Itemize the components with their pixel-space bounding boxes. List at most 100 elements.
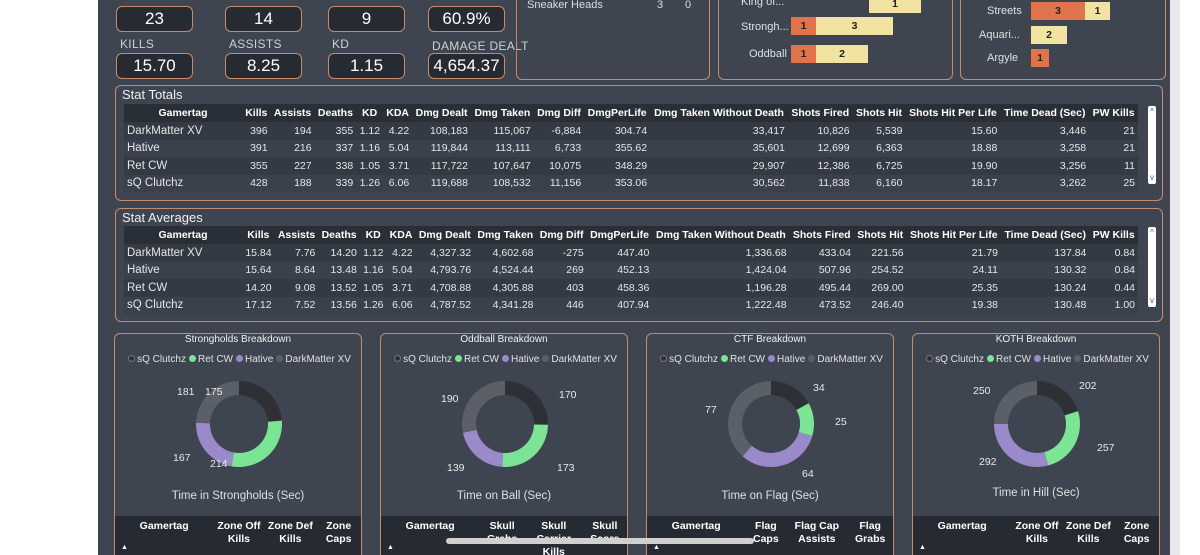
donut-legend: sQ Clutchz Ret CW Hative DarkMatter XV [381, 354, 627, 365]
sort-up-icon[interactable]: ▲ [919, 544, 926, 551]
table-row[interactable]: DarkMatter XV 396 194 355 1.12 4.22 108,183 115… [124, 122, 1138, 140]
donut-slice-ret-cw[interactable] [502, 424, 548, 467]
sort-up-icon[interactable]: ▲ [653, 544, 660, 551]
donut-slice-hative[interactable] [742, 432, 813, 467]
donut-value-label: 250 [973, 385, 991, 397]
column-header[interactable]: Assists [273, 107, 312, 119]
team-value-a: 3 [657, 0, 664, 11]
table-row[interactable]: Hative 391 216 337 1.16 5.04 119,844 113,111 6,7… [124, 139, 1138, 157]
stat-cell: 11,838 [818, 177, 850, 190]
table-row[interactable]: sQ Clutchz 428 188 339 1.26 6.06 119,688 108,53… [124, 174, 1138, 192]
donut-title: KOTH Breakdown [995, 334, 1077, 345]
column-header[interactable]: Shots Hit [857, 229, 904, 241]
column-header[interactable]: Zone Def Kills [267, 520, 313, 545]
column-header[interactable]: KDA [386, 107, 409, 119]
horizontal-scrollbar[interactable] [446, 538, 754, 544]
column-header[interactable]: Deaths [317, 107, 353, 119]
column-header[interactable]: Gamertag [139, 520, 189, 532]
column-header[interactable]: Time Dead (Sec) [1003, 107, 1086, 119]
column-header[interactable]: Zone Caps [1123, 520, 1150, 545]
column-header[interactable]: Zone Off Kills [217, 520, 261, 545]
column-header[interactable]: Shots Fired [791, 107, 850, 119]
column-header[interactable]: Dmg Dealt [418, 229, 471, 241]
donut-slice-sq-clutchz[interactable] [771, 381, 809, 411]
column-header[interactable]: KD [365, 229, 381, 241]
column-header[interactable]: Zone Def Kills [1065, 520, 1111, 545]
donut-slice-ret-cw[interactable] [231, 420, 282, 467]
legend-label: Hative [244, 354, 274, 365]
scroll-up-icon[interactable]: ^ [1150, 107, 1154, 116]
sort-up-icon[interactable]: ▲ [121, 544, 128, 551]
scroll-down-icon[interactable]: v [1150, 296, 1154, 305]
donut-slice-darkmatter-xv[interactable] [462, 381, 505, 433]
column-header[interactable]: Flag Caps [753, 520, 779, 545]
column-header[interactable]: Gamertag [158, 229, 208, 241]
donut-slice-sq-clutchz[interactable] [1037, 381, 1079, 416]
stat-cell: 4,524.44 [492, 264, 534, 277]
column-header[interactable]: Gamertag [671, 520, 721, 532]
column-header[interactable]: Zone Caps [325, 520, 352, 545]
column-header[interactable]: Skull Carrier Kills [537, 520, 571, 555]
column-header[interactable]: Zone Off Kills [1015, 520, 1059, 545]
legend-dot [767, 355, 775, 362]
column-header[interactable]: Assists [277, 229, 316, 241]
donut-slice-hative[interactable] [462, 429, 504, 467]
scroll-up-icon[interactable]: ^ [1150, 228, 1154, 237]
column-header[interactable]: Gamertag [937, 520, 987, 532]
column-header[interactable]: Dmg Taken [477, 229, 534, 241]
donut-slice-darkmatter-xv[interactable] [728, 381, 771, 457]
column-header[interactable]: PW Kills [1092, 107, 1135, 119]
stat-cell: 355 [335, 124, 354, 137]
table-row[interactable]: sQ Clutchz 17.12 7.52 13.56 1.26 6.06 4,787.52… [124, 296, 1138, 314]
column-header[interactable]: Gamertag [158, 107, 208, 119]
column-header[interactable]: Dmg Taken [474, 107, 531, 119]
column-header[interactable]: Skull Score [590, 520, 619, 545]
sort-up-icon[interactable]: ▲ [128, 116, 135, 123]
column-header[interactable]: Kills [245, 107, 268, 119]
column-header[interactable]: DmgPerLife [587, 107, 647, 119]
legend-label: Ret CW [729, 354, 765, 365]
donut-slice-hative[interactable] [994, 423, 1049, 467]
table-row[interactable]: DarkMatter XV 15.84 7.76 14.20 1.12 4.22 4,327… [124, 244, 1138, 262]
column-header[interactable]: Shots Fired [792, 229, 851, 241]
column-header[interactable]: KD [362, 107, 378, 119]
scroll-down-icon[interactable]: v [1150, 173, 1154, 182]
breakdown-table: Gamertag Skull Grabs Skull Carrier Kills Sk… [381, 516, 627, 555]
bar-segment: 2 [816, 45, 868, 63]
column-header[interactable]: Dmg Dealt [415, 107, 468, 119]
gamertag-cell: sQ Clutchz [127, 299, 184, 312]
table-row[interactable]: Ret CW 355 227 338 1.05 3.71 117,722 107,647 10,… [124, 157, 1138, 175]
column-header[interactable]: Dmg Diff [537, 107, 581, 119]
column-header[interactable]: Time Dead (Sec) [1004, 229, 1086, 241]
stat-cell: 21 [1123, 124, 1135, 137]
column-header[interactable]: Gamertag [405, 520, 455, 532]
column-header[interactable]: Kills [247, 229, 270, 241]
column-header[interactable]: Shots Hit Per Life [910, 229, 998, 241]
column-header[interactable]: Shots Hit Per Life [909, 107, 997, 119]
sort-up-icon[interactable]: ▲ [387, 544, 394, 551]
donut-slice-darkmatter-xv[interactable] [196, 381, 239, 424]
column-header[interactable]: Dmg Taken Without Death [656, 229, 786, 241]
column-header[interactable]: Shots Hit [855, 107, 903, 119]
kpi-value: 23 [145, 9, 164, 28]
donut-slice-hative[interactable] [196, 422, 234, 467]
column-header[interactable]: KDA [389, 229, 413, 241]
donut-slice-sq-clutchz[interactable] [239, 381, 282, 422]
stat-totals-scrollbar[interactable]: ^ v [1148, 106, 1156, 184]
stat-averages-scrollbar[interactable]: ^ v [1148, 227, 1156, 307]
column-header[interactable]: DmgPerLife [590, 229, 650, 241]
column-header[interactable]: Flag Cap Assists [794, 520, 840, 545]
column-header[interactable]: Dmg Diff [539, 229, 584, 241]
donut-slice-darkmatter-xv[interactable] [994, 381, 1037, 424]
column-header[interactable]: PW Kills [1092, 229, 1135, 241]
column-header[interactable]: Flag Grabs [855, 520, 886, 545]
stat-cell: 269.00 [871, 281, 904, 294]
table-row[interactable]: Hative 15.64 8.64 13.48 1.16 5.04 4,793.76 4,52… [124, 261, 1138, 279]
table-row[interactable]: Ret CW 14.20 9.08 13.52 1.05 3.71 4,708.88 4,30… [124, 279, 1138, 297]
donut-slice-sq-clutchz[interactable] [505, 381, 548, 425]
column-header[interactable]: Deaths [321, 229, 357, 241]
column-header[interactable]: Skull Grabs [487, 520, 517, 545]
column-header[interactable]: Dmg Taken Without Death [654, 107, 784, 119]
donut-slice-ret-cw[interactable] [1044, 411, 1080, 466]
donut-slice-ret-cw[interactable] [796, 403, 814, 436]
